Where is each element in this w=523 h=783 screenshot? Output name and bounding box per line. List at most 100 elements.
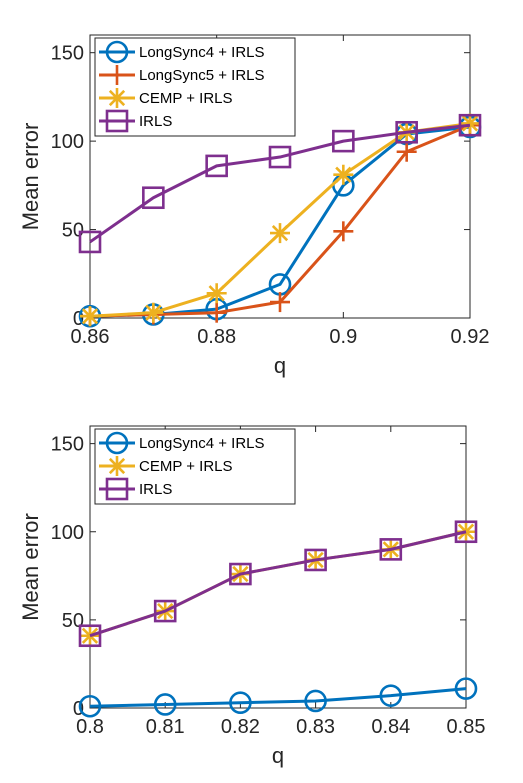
data-point-shape [78,694,102,718]
y-tick-label: 0 [73,308,84,330]
series-irls [78,520,478,648]
data-point [304,548,327,572]
x-tick-label: 0.9 [329,326,357,348]
data-point-shape [304,548,327,572]
legend-item: LongSync5 + IRLS [99,65,265,85]
data-point-shape [454,520,478,544]
series-line [89,123,471,244]
x-tick-label: 0.86 [71,326,110,348]
chart-2: 0.8 0.81 0.82 0.83 0.84 0.85 0 50 100 150 q Mean er… [18,425,486,768]
data-point-shape [458,113,482,137]
y-tick-label: 100 [51,131,84,153]
data-point [143,302,164,323]
legend-item: CEMP + IRLS [99,88,233,108]
data-point-shape [332,129,355,153]
y-axis-label: Mean error [18,513,43,621]
legend-label: CEMP + IRLS [139,90,233,107]
x-tick-label: 0.84 [371,716,410,738]
data-point-shape [379,538,403,561]
data-point [454,677,478,700]
data-point [332,129,355,153]
legend-marker [105,40,129,64]
series-longsync4-irls [78,677,478,718]
x-tick-label: 0.85 [447,716,486,738]
data-point [206,283,227,304]
legend-marker-shape [105,477,129,501]
legend-label: IRLS [139,481,172,498]
legend-marker [105,431,129,455]
x-tick-label: 0.83 [296,716,335,738]
data-point [395,120,418,144]
data-point-shape [78,230,102,254]
legend-marker [105,109,129,133]
data-point-shape [205,154,228,178]
data-point [153,599,177,623]
legend-marker-d2 [108,89,126,107]
legend-marker [105,477,129,501]
data-point-shape [268,145,292,169]
data-point [270,292,290,313]
x-tick-label: 0.8 [76,716,104,738]
data-point [333,164,354,185]
data-point [78,624,102,648]
data-point-d2 [461,115,479,132]
data-point-shape [454,677,478,700]
data-point [229,562,252,586]
y-tick-label: 100 [51,522,84,544]
legend-marker [107,456,127,476]
chart-1: 0.86 0.88 0.9 0.92 0 50 100 150 q Mean error LongS… [18,34,490,378]
series-cemp-irls [80,113,480,327]
series-line [89,530,467,638]
data-point [229,691,252,715]
data-point-shape [395,120,418,144]
data-point-shape [142,186,165,210]
legend-label: LongSync4 + IRLS [139,435,265,452]
legend-label: CEMP + IRLS [139,458,233,475]
x-tick-label: 0.82 [221,716,260,738]
x-tick-label: 0.92 [451,326,490,348]
data-point [78,694,102,718]
data-point-shape [229,691,252,715]
legend-marker-d2 [108,457,126,475]
x-axis-label: q [272,743,284,768]
x-tick-label: 0.81 [146,716,185,738]
legend: LongSync4 + IRLS LongSync5 + IRLS CEMP + I… [94,37,296,137]
data-point [379,684,403,707]
data-point [333,221,354,242]
legend-item: IRLS [99,109,172,133]
series-line [89,687,467,708]
legend-marker [107,88,127,108]
legend-item: LongSync4 + IRLS [99,431,265,455]
data-point [78,230,102,254]
data-point [458,113,482,137]
data-point [80,306,100,327]
legend-item: CEMP + IRLS [99,456,233,476]
x-tick-label: 0.88 [197,326,236,348]
legend-marker [107,65,127,85]
legend-label: LongSync4 + IRLS [139,44,265,61]
data-point-shape [153,693,177,716]
data-point [206,302,227,323]
data-point-shape [379,684,403,707]
data-point-d2 [145,304,162,321]
data-point-shape [304,689,327,713]
data-point [460,113,480,134]
y-tick-label: 50 [62,220,84,242]
data-point-shape [153,599,177,623]
data-point [304,689,327,713]
data-point-d2 [271,224,289,242]
data-point [153,693,177,716]
y-tick-label: 50 [62,610,84,632]
data-point [205,154,228,178]
data-point [454,520,478,544]
data-point [268,145,292,169]
data-point-d2 [208,285,225,302]
data-point [270,223,290,244]
data-point [396,141,417,162]
legend-item: LongSync4 + IRLS [99,40,265,64]
data-point-d2 [81,308,99,325]
x-axis-label: q [274,353,286,378]
y-axis-label: Mean error [18,123,43,231]
data-point-shape [229,562,252,586]
